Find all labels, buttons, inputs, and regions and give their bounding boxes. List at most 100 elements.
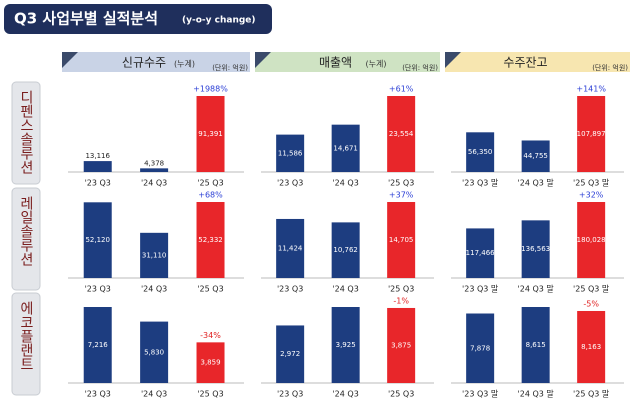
- value-label: 5,830: [144, 348, 164, 356]
- category-label: '25 Q3 말: [573, 390, 610, 399]
- category-label: '23 Q3: [277, 390, 303, 399]
- category-label: '25 Q3: [197, 179, 223, 188]
- bar: [466, 228, 495, 278]
- column-unit: (단위: 억원): [212, 63, 248, 72]
- value-label: 7,878: [470, 344, 490, 352]
- category-label: '24 Q3: [332, 285, 358, 294]
- value-label: 11,586: [278, 149, 303, 157]
- bar: [387, 202, 416, 278]
- category-label: '23 Q3 말: [462, 179, 499, 188]
- header-accent: [445, 52, 461, 68]
- value-label: 91,391: [198, 130, 223, 138]
- value-label: 56,350: [468, 148, 493, 156]
- category-label: '24 Q3: [141, 285, 167, 294]
- row-label: 디펜스솔루션: [18, 90, 34, 174]
- value-label: 107,897: [577, 130, 606, 138]
- bar: [577, 310, 606, 383]
- bar: [140, 321, 169, 383]
- bar: [331, 124, 360, 172]
- bar: [331, 222, 360, 278]
- bar: [140, 232, 169, 278]
- category-label: '23 Q3 말: [462, 285, 499, 294]
- row-label-box: [11, 81, 41, 185]
- growth-annotation: +1988%: [193, 85, 228, 94]
- bar: [577, 202, 606, 278]
- category-label: '25 Q3: [388, 390, 414, 399]
- column-title: 신규수주: [122, 56, 166, 70]
- column-note: (누계): [366, 59, 387, 69]
- category-label: '25 Q3: [388, 179, 414, 188]
- category-label: '23 Q3 말: [462, 390, 499, 399]
- growth-annotation: +37%: [389, 191, 414, 200]
- title: Q3 사업부별 실적분석: [14, 10, 158, 28]
- growth-annotation: -1%: [393, 296, 409, 305]
- category-label: '25 Q3 말: [573, 285, 610, 294]
- column-title: 수주잔고: [503, 56, 547, 70]
- bar: [196, 202, 225, 278]
- column-header: [62, 52, 250, 72]
- category-label: '23 Q3: [85, 285, 111, 294]
- growth-annotation: -5%: [583, 299, 599, 308]
- column-unit: (단위: 억원): [402, 63, 438, 72]
- value-label: 11,424: [278, 244, 303, 252]
- category-label: '23 Q3: [85, 390, 111, 399]
- row-label: 레일솔루션: [18, 196, 34, 266]
- value-label: 8,615: [526, 341, 546, 349]
- value-label: 52,120: [85, 236, 110, 244]
- category-label: '25 Q3 말: [573, 179, 610, 188]
- category-label: '24 Q3: [141, 179, 167, 188]
- category-label: '24 Q3: [332, 390, 358, 399]
- value-label: 136,563: [521, 245, 550, 253]
- value-label: 8,163: [581, 343, 601, 351]
- value-label: 4,378: [144, 159, 164, 167]
- growth-annotation: +32%: [579, 191, 604, 200]
- category-label: '24 Q3: [332, 179, 358, 188]
- value-label: 7,216: [88, 341, 109, 349]
- bar: [276, 218, 305, 278]
- bar: [466, 313, 495, 383]
- bar: [521, 307, 550, 383]
- bar: [276, 134, 305, 172]
- header-accent: [62, 52, 78, 68]
- growth-annotation: +68%: [198, 191, 223, 200]
- value-label: 14,705: [389, 236, 414, 244]
- value-label: 3,859: [200, 359, 220, 367]
- value-label: 13,116: [85, 152, 110, 160]
- category-label: '24 Q3: [141, 390, 167, 399]
- row-label-box: [11, 292, 41, 396]
- bar: [521, 220, 550, 278]
- value-label: 2,972: [280, 350, 300, 358]
- category-label: '23 Q3: [277, 285, 303, 294]
- category-label: '23 Q3: [85, 179, 111, 188]
- value-label: 23,554: [389, 130, 414, 138]
- value-label: 44,755: [523, 152, 548, 160]
- bar: [196, 342, 225, 383]
- row-label-box: [11, 187, 41, 291]
- row-label: 에코플랜트: [18, 301, 34, 371]
- header-accent: [255, 52, 271, 68]
- bar: [83, 161, 112, 172]
- value-label: 180,028: [577, 236, 606, 244]
- bar: [331, 307, 360, 383]
- bar: [466, 132, 495, 172]
- bar: [387, 96, 416, 172]
- value-label: 52,332: [198, 236, 223, 244]
- value-label: 3,875: [391, 341, 411, 349]
- category-label: '25 Q3: [197, 390, 223, 399]
- column-title: 매출액: [319, 56, 352, 70]
- bar: [140, 168, 169, 172]
- subtitle: (y-o-y change): [182, 16, 256, 26]
- bar: [577, 96, 606, 172]
- title-bar: [4, 4, 272, 34]
- bar: [196, 96, 225, 172]
- category-label: '23 Q3: [277, 179, 303, 188]
- value-label: 10,762: [333, 246, 358, 254]
- value-label: 31,110: [142, 251, 167, 259]
- bar: [276, 325, 305, 383]
- bar: [83, 202, 112, 278]
- bar: [387, 307, 416, 383]
- value-label: 3,925: [336, 341, 356, 349]
- category-label: '24 Q3 말: [518, 179, 555, 188]
- category-label: '25 Q3: [197, 285, 223, 294]
